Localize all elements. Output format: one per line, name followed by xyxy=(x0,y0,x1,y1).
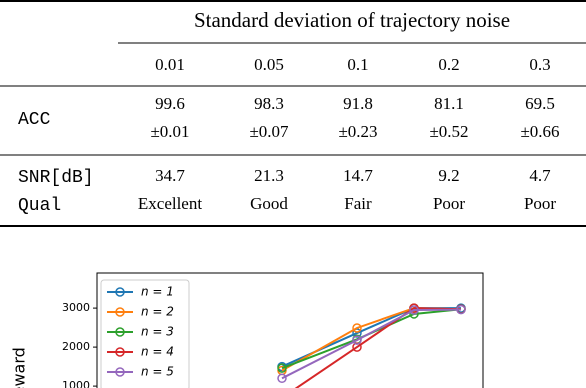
y-tick-label: 2000 xyxy=(62,340,90,353)
cell: 9.2 xyxy=(438,166,459,185)
legend-marker xyxy=(115,307,125,317)
cell: 34.7 xyxy=(155,166,185,185)
point xyxy=(409,305,419,315)
cell: 81.1 xyxy=(434,94,464,113)
row-label: Qual xyxy=(18,196,61,216)
legend-label: n = 1 xyxy=(141,285,174,299)
column-header: 0.2 xyxy=(438,55,459,74)
point xyxy=(277,373,287,384)
cell-error: ±0.66 xyxy=(520,122,559,141)
cell: Fair xyxy=(344,194,372,213)
cell: 98.3 xyxy=(254,94,284,113)
y-axis-label: Reward xyxy=(10,347,29,388)
cell: 69.5 xyxy=(525,94,555,113)
cell-error: ±0.07 xyxy=(249,122,289,141)
legend-marker xyxy=(115,287,125,297)
point xyxy=(277,363,287,373)
cell: Poor xyxy=(524,194,556,213)
cell: Poor xyxy=(433,194,465,213)
plot-frame xyxy=(96,272,484,388)
cell-error: ±0.23 xyxy=(338,122,377,141)
row-label: ACC xyxy=(18,110,51,130)
legend-marker xyxy=(115,327,125,337)
y-tick-label: 1000 xyxy=(62,379,90,388)
cell: 14.7 xyxy=(343,166,373,185)
cell: 21.3 xyxy=(254,166,284,185)
cell: Excellent xyxy=(138,194,202,213)
point xyxy=(456,304,466,315)
legend-label: n = 4 xyxy=(141,345,174,359)
legend-label: n = 2 xyxy=(141,305,174,319)
column-header: 0.3 xyxy=(529,55,550,74)
point xyxy=(352,323,362,333)
y-tick-label: 3000 xyxy=(62,301,90,314)
cell: 91.8 xyxy=(343,94,373,113)
legend-marker xyxy=(115,347,125,357)
cell: 99.6 xyxy=(155,94,185,113)
legend-label: n = 5 xyxy=(141,365,174,379)
table-header: Standard deviation of trajectory noise xyxy=(194,8,510,32)
series-line xyxy=(281,308,462,370)
cell-error: ±0.52 xyxy=(429,122,468,141)
point xyxy=(352,335,362,345)
cell: Good xyxy=(250,194,288,213)
plot: 1000 2000 3000 xyxy=(62,301,466,388)
cell: 4.7 xyxy=(529,166,551,185)
row-label: SNR[dB] xyxy=(18,168,94,188)
column-header: 0.1 xyxy=(347,55,368,74)
legend-box xyxy=(100,279,190,388)
series-line xyxy=(281,308,462,380)
cell-error: ±0.01 xyxy=(150,122,189,141)
series-line xyxy=(294,307,462,388)
column-header: 0.05 xyxy=(254,55,284,74)
series-line xyxy=(281,307,462,372)
legend-label: n = 3 xyxy=(141,325,174,339)
column-header: 0.01 xyxy=(155,55,185,74)
legend-marker xyxy=(115,367,125,377)
point xyxy=(352,342,362,352)
